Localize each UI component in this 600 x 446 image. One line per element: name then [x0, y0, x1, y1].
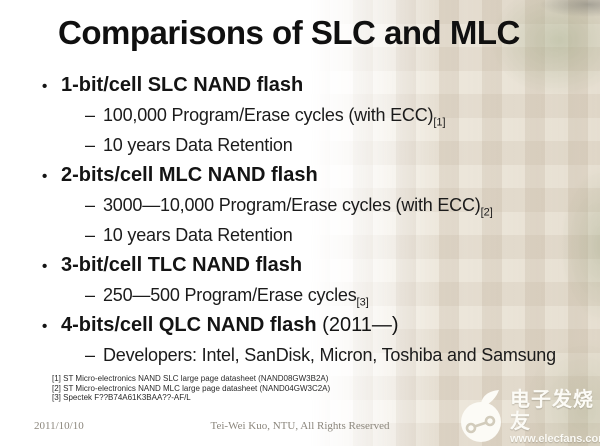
sub-bullet: –100,000 Program/Erase cycles (with ECC)… [40, 100, 585, 130]
footnote-ref: [2] [480, 206, 493, 219]
bullet-heading: • 1-bit/cell SLC NAND flash [40, 70, 585, 100]
bullet-marker: • [42, 78, 48, 95]
footer-credit: Tei-Wei Kuo, NTU, All Rights Reserved [210, 420, 390, 432]
sub-bullet-text: 10 years Data Retention [103, 225, 293, 245]
bullet-marker: • [42, 168, 48, 185]
sub-bullet-text: 3000—10,000 Program/Erase cycles (with E… [103, 195, 481, 215]
bullet-heading: • 3-bit/cell TLC NAND flash [40, 250, 585, 280]
sub-bullet: –10 years Data Retention [40, 130, 585, 160]
footnote: [1] ST Micro-electronics NAND SLC large … [52, 374, 329, 383]
bullet-heading-text: 1-bit/cell SLC NAND flash [61, 74, 304, 96]
watermark-brand: 电子发烧友 [510, 388, 594, 433]
bullet-marker: • [42, 258, 48, 275]
elecfans-watermark: 电子发烧友 www.elecfans.com [458, 388, 600, 446]
footnote: [3] Spectek F??B74A61K3BAA??-AF/L [52, 393, 191, 402]
watermark-url: www.elecfans.com [510, 432, 600, 445]
sub-bullet: –10 years Data Retention [40, 220, 585, 250]
footnotes: [1] ST Micro-electronics NAND SLC large … [52, 374, 330, 403]
footnote: [2] ST Micro-electronics NAND MLC large … [52, 383, 331, 393]
dash-marker: – [85, 105, 95, 125]
footnote-ref: [3] [356, 296, 369, 309]
sub-bullet-text: Developers: Intel, SanDisk, Micron, Tosh… [103, 345, 556, 365]
sub-bullet: –3000—10,000 Program/Erase cycles (with … [40, 190, 585, 220]
bullet-heading-text: 4-bits/cell QLC NAND flash [61, 314, 317, 336]
elecfans-flame-circuit-icon [458, 390, 506, 444]
dash-marker: – [85, 225, 95, 245]
watermark-text: 电子发烧友 www.elecfans.com [510, 389, 600, 446]
footnote-ref: [1] [433, 116, 446, 129]
dash-marker: – [85, 285, 95, 305]
page-title: Comparisons of SLC and MLC [58, 14, 520, 51]
bullet-marker: • [42, 318, 48, 335]
sub-bullet: –250—500 Program/Erase cycles[3] [40, 280, 585, 310]
bullet-heading-text: 3-bit/cell TLC NAND flash [61, 254, 303, 276]
building-background-image [310, 0, 600, 446]
sub-bullet: – Developers: Intel, SanDisk, Micron, Tos… [40, 340, 585, 370]
bullet-heading: • 2-bits/cell MLC NAND flash [40, 160, 585, 190]
bullet-heading-suffix: (2011—) [316, 314, 399, 336]
dash-marker: – [85, 195, 95, 215]
bullet-heading: • 4-bits/cell QLC NAND flash (2011—) [40, 310, 585, 340]
bullet-heading-text: 2-bits/cell MLC NAND flash [61, 164, 318, 186]
sub-bullet-text: 250—500 Program/Erase cycles [103, 285, 357, 305]
sub-bullet-text: 10 years Data Retention [103, 135, 293, 155]
dash-marker: – [85, 345, 95, 365]
sub-bullet-text: 100,000 Program/Erase cycles (with ECC) [103, 105, 434, 125]
dash-marker: – [85, 135, 95, 155]
footer-date: 2011/10/10 [34, 420, 84, 432]
bullet-list: • 1-bit/cell SLC NAND flash –100,000 Prog… [40, 70, 585, 370]
